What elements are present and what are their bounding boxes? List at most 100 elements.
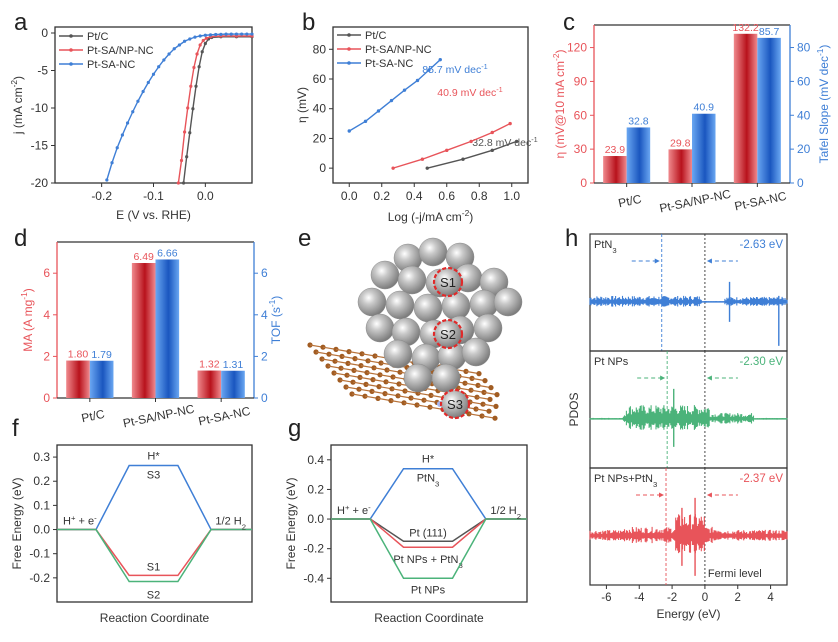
panel-f-free-energy-chart: 0.3 0.2 0.1 0.0 -0.1 -0.2 Reaction Coordinate F…	[10, 444, 253, 625]
site-atom	[434, 268, 462, 296]
y-tick-label: -0.4	[303, 571, 324, 585]
y-left-tick-label: 60	[574, 108, 588, 122]
y-tick-label: 0.0	[307, 512, 324, 526]
data-point	[193, 35, 197, 39]
bar-value-label: 40.9	[694, 102, 715, 114]
x-axis-label: E (V vs. RHE)	[116, 208, 191, 222]
data-point	[176, 181, 180, 185]
carbon-atom	[493, 403, 499, 409]
data-point	[224, 32, 228, 36]
x-tick-label: Pt/C	[80, 407, 106, 426]
site-atom	[434, 320, 462, 348]
data-point	[195, 52, 199, 56]
state-label: S3	[147, 470, 160, 482]
data-point	[162, 58, 166, 62]
y-tick-label: -0.2	[29, 571, 50, 585]
y-left-tick-label: 120	[567, 41, 587, 55]
blue-bar	[626, 127, 651, 183]
subpanel-frame	[589, 467, 788, 586]
panel-a-lsv-chart: 0 -5 -10 -15 -20 -0.2 -0.1 0.0 E (V vs. RHE) j (m…	[9, 26, 254, 222]
data-point	[179, 158, 184, 163]
data-point	[197, 65, 201, 69]
subpanel-frame	[589, 350, 788, 469]
x-tick-label: 0.8	[471, 189, 488, 203]
x-tick-label: 0.0	[341, 189, 358, 203]
legend-label: Pt-SA-NC	[87, 59, 135, 71]
y-tick-label: 0.2	[33, 474, 50, 488]
initial-state-label: H+ + e-	[63, 513, 97, 528]
data-point	[183, 39, 187, 43]
y-tick-label: 0	[41, 26, 48, 40]
final-state-label: 1/2 H2	[215, 516, 246, 532]
blue-bar	[221, 370, 245, 398]
y-axis-label: Free Energy (eV)	[284, 477, 298, 569]
y-axis-label: η (mV)	[295, 87, 309, 123]
panel-g-free-energy-chart: 0.4 0.2 0.0 -0.2 -0.4 Reaction Coordinate Free…	[284, 444, 528, 625]
fermi-level-label: Fermi level	[708, 568, 762, 580]
panel-d-bar-chart: 0 2 4 6 0 2 4 6 Pt/C 1.80 1.79 Pt-SA/NP-NC 6.49 6.66 P…	[19, 241, 283, 430]
y-tick-label: -0.2	[303, 542, 324, 556]
y-left-axis-label: MA (A mg-1)	[19, 288, 35, 351]
y-left-tick-label: 4	[43, 308, 50, 322]
x-tick-label: Pt-SA-NC	[733, 189, 788, 214]
blue-bar	[692, 113, 716, 183]
x-tick-label: 0.2	[373, 189, 390, 203]
data-point	[125, 121, 130, 125]
data-point	[219, 32, 223, 36]
bar-value-label: 1.80	[68, 349, 89, 361]
x-tick-label: 0	[702, 592, 708, 604]
data-point	[105, 178, 109, 182]
x-tick-label: 0.0	[197, 189, 214, 203]
state-label: Pt NPs + PtN3	[393, 554, 462, 570]
x-tick-label: Pt-SA-NC	[197, 404, 252, 429]
data-point	[490, 130, 494, 135]
panel-letter-b: b	[302, 9, 315, 36]
pt-atom	[370, 260, 400, 290]
data-point	[186, 106, 190, 110]
y-tick-label: -15	[31, 139, 49, 153]
arrow-left-head	[706, 258, 712, 264]
pdos-subpanel-ptnpsptn3: Pt NPs+PtN3 -2.37 eV Fermi level	[589, 467, 788, 586]
panel-letter-h: h	[565, 225, 578, 252]
bar-value-label: 85.7	[759, 26, 780, 38]
plot-frame	[332, 26, 529, 184]
pt-atom	[403, 363, 433, 393]
data-point	[234, 32, 239, 36]
pt-atom	[385, 290, 415, 320]
series-line-ptsanpnc	[177, 35, 252, 184]
data-point	[198, 34, 202, 38]
data-point	[201, 38, 205, 43]
bar-value-label: 1.79	[91, 349, 112, 361]
panel-h-pdos-chart: PDOS PtN3 -2.63 eV Pt NPs -2.30 eV Pt NPs+PtN…	[567, 233, 788, 621]
data-point	[188, 131, 192, 135]
y-tick-label: 0	[319, 161, 326, 175]
data-point	[363, 119, 368, 124]
data-point	[157, 65, 161, 69]
site-atom	[441, 390, 469, 418]
data-point	[427, 68, 431, 72]
legend-label: Pt/C	[365, 30, 386, 42]
y-right-axis-label: TOF (s-1)	[267, 296, 283, 345]
data-point	[415, 78, 420, 83]
y-right-axis-label: Tafel Slope (mV dec-1)	[815, 45, 831, 164]
y-tick-label: 80	[313, 42, 327, 56]
y-right-tick-label: 80	[797, 41, 811, 55]
pt-atom	[397, 265, 427, 295]
x-axis-label: Energy (eV)	[656, 607, 720, 621]
red-bar	[197, 370, 222, 398]
red-bar	[668, 149, 692, 183]
panel-letter-a: a	[14, 9, 28, 36]
y-left-tick-label: 0	[580, 176, 587, 190]
data-point	[245, 32, 249, 36]
slope-annotation: 85.7 mV dec-1	[422, 62, 488, 77]
pdos-trace	[589, 295, 788, 307]
plot-frame	[330, 444, 528, 603]
y-tick-label: 20	[313, 131, 327, 145]
site-label-s2: S2	[440, 327, 456, 342]
data-point	[376, 109, 381, 113]
y-right-tick-label: 20	[797, 142, 811, 156]
data-point	[469, 139, 473, 144]
x-tick-label: Pt-SA/NP-NC	[658, 187, 732, 216]
arrow-left-head	[706, 375, 712, 381]
x-tick-label: -0.2	[91, 189, 112, 203]
